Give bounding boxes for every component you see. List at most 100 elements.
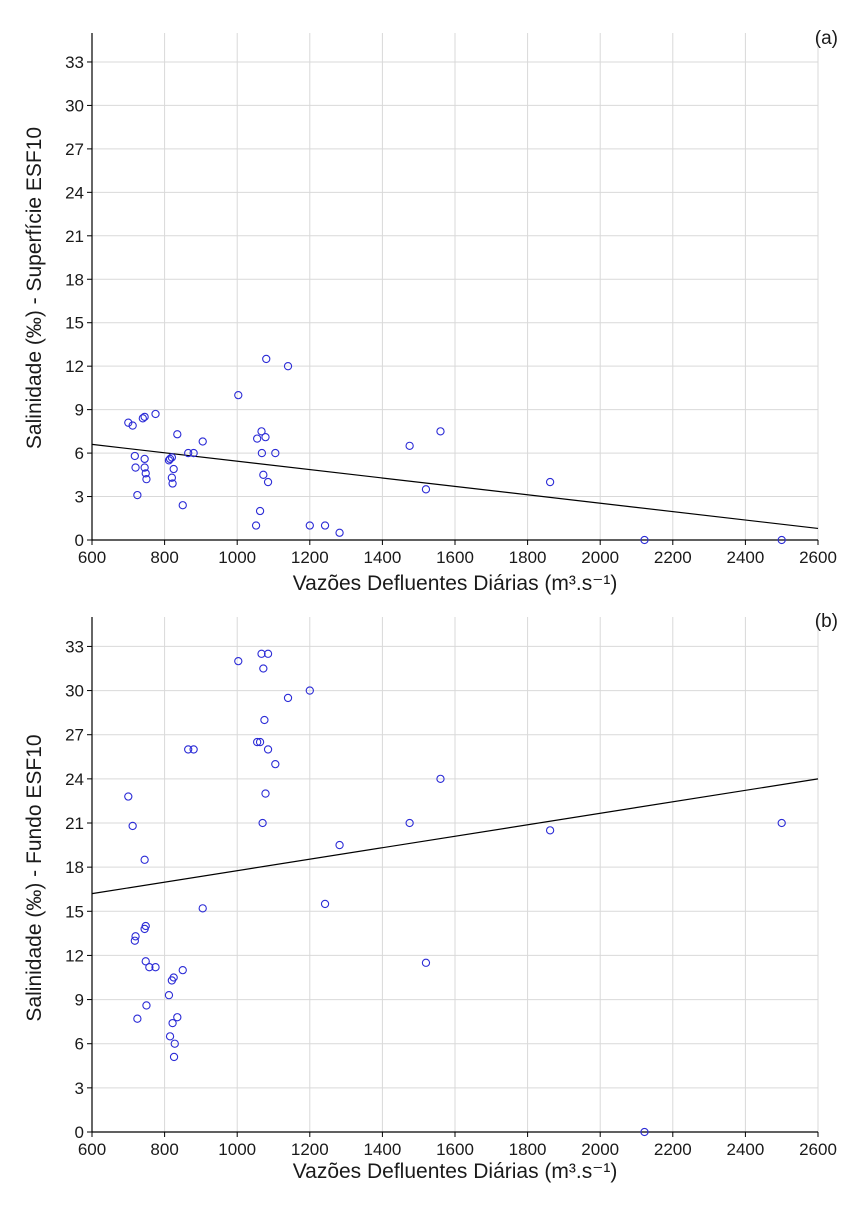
data-point [169,1052,179,1062]
data-point [198,437,207,446]
y-tick-label: 9 [75,991,84,1010]
data-point [198,904,207,913]
y-tick-label: 3 [75,1079,84,1098]
y-tick-label: 30 [65,682,84,701]
data-point [169,973,178,982]
data-point [141,921,150,931]
data-point [545,826,555,835]
data-point [263,745,273,754]
data-point [165,454,175,464]
data-point [178,965,187,975]
data-point [128,421,137,430]
data-point [640,535,649,545]
x-tick-label: 1400 [363,1140,401,1159]
data-point [131,932,140,941]
data-point [145,963,154,972]
data-point [151,409,160,419]
y-tick-label: 24 [65,770,84,789]
data-point [234,390,243,400]
x-tick-label: 1000 [218,1140,256,1159]
data-point [141,469,150,478]
data-point [255,506,265,516]
y-tick-label: 6 [75,444,84,463]
data-point [124,418,133,427]
x-tick-label: 2200 [654,1140,692,1159]
y-tick-label: 24 [65,183,84,202]
y-tick-label: 0 [75,531,84,550]
panel-label: (b) [815,611,838,632]
data-point [140,412,149,422]
data-point [141,957,150,966]
data-point [283,362,293,371]
data-point [283,693,293,703]
data-point [133,490,142,500]
x-tick-label: 800 [150,1140,178,1159]
data-point [335,528,344,537]
y-tick-label: 33 [65,637,84,656]
data-point [178,501,187,510]
data-point [261,433,270,442]
x-axis-label: Vazões Defluentes Diárias (m³.s⁻¹) [293,572,618,595]
data-point [320,899,330,909]
data-point [168,479,177,488]
y-tick-label: 33 [65,53,84,72]
y-tick-label: 3 [75,488,84,507]
data-point [421,485,431,494]
data-point [436,427,445,436]
trend-line [91,778,819,895]
y-tick-label: 27 [65,726,84,745]
data-point [305,686,314,695]
grid-lines [91,617,819,1133]
x-tick-label: 1000 [218,548,256,567]
data-point [164,456,174,465]
data-point [253,434,262,443]
x-tick-label: 2000 [581,1140,619,1159]
x-tick-label: 2200 [654,548,692,567]
data-point [263,649,273,658]
y-tick-label: 6 [75,1035,84,1054]
data-point [305,521,314,530]
data-point [124,792,133,801]
x-tick-label: 2000 [581,548,619,567]
data-point [189,448,198,458]
data-point [170,1039,179,1048]
data-point [130,451,139,461]
y-axis-label: Salinidade (‰) - Superfície ESF10 [23,127,46,449]
data-point [140,855,149,864]
data-point [261,789,270,798]
data-point [262,354,271,364]
data-point [436,774,445,784]
x-tick-label: 1800 [509,548,547,567]
y-tick-label: 21 [65,814,84,833]
data-point [173,430,182,439]
x-tick-label: 1200 [291,548,329,567]
data-point [167,473,177,482]
y-tick-label: 9 [75,401,84,420]
grid-lines [91,33,819,541]
data-point [138,414,147,423]
data-point [259,470,268,479]
x-tick-label: 800 [150,548,178,567]
data-point [271,448,280,458]
data-point [640,1127,649,1137]
data-point [405,441,414,450]
data-point [258,818,267,828]
data-points [124,649,786,1137]
x-tick-labels: 600 800 1000 1200 1400 1600 1800 2000 2200 2400 26… [78,1132,837,1159]
x-axis-label: Vazões Defluentes Diárias (m³.s⁻¹) [293,1160,618,1183]
y-tick-label: 15 [65,314,84,333]
data-point [140,454,149,464]
y-tick-label: 12 [65,357,84,376]
data-point [140,463,149,472]
data-point [251,521,261,530]
x-tick-label: 2400 [726,548,764,567]
x-tick-label: 2600 [799,1140,837,1159]
data-point [168,1018,177,1028]
data-point [133,1014,142,1023]
data-point [234,656,243,666]
trend-line-group [91,443,819,530]
x-tick-label: 2600 [799,548,837,567]
chart-panel-a: 600 800 1000 1200 1400 1600 1800 2000 2200 2400 26… [23,28,838,595]
data-point [165,1032,175,1041]
x-tick-label: 600 [78,1140,106,1159]
